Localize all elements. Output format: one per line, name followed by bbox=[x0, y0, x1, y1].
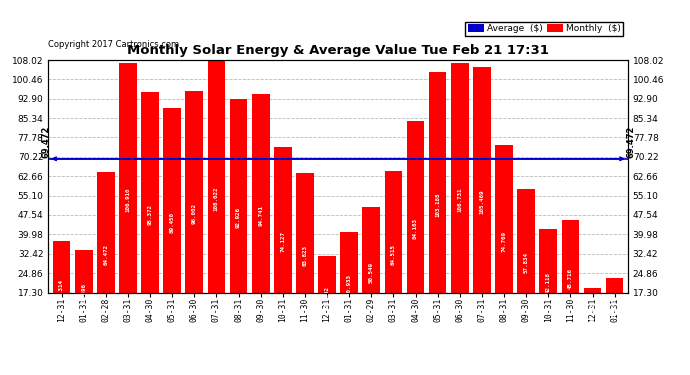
Bar bbox=[119, 63, 137, 337]
Bar bbox=[384, 171, 402, 337]
Text: 37.314: 37.314 bbox=[59, 279, 64, 300]
Bar bbox=[406, 121, 424, 337]
Bar bbox=[495, 145, 513, 337]
Bar bbox=[164, 108, 181, 337]
Bar bbox=[428, 72, 446, 337]
Bar bbox=[252, 94, 270, 337]
Text: 22.805: 22.805 bbox=[612, 297, 617, 318]
Text: 108.022: 108.022 bbox=[214, 186, 219, 211]
Text: 89.450: 89.450 bbox=[170, 212, 175, 233]
Text: 74.769: 74.769 bbox=[502, 231, 506, 252]
Bar bbox=[75, 250, 92, 337]
Text: 64.472: 64.472 bbox=[104, 244, 108, 265]
Text: 50.549: 50.549 bbox=[368, 262, 374, 283]
Text: 40.933: 40.933 bbox=[346, 274, 352, 295]
Text: 64.515: 64.515 bbox=[391, 244, 396, 265]
Text: 96.002: 96.002 bbox=[192, 203, 197, 224]
Text: 106.731: 106.731 bbox=[457, 188, 462, 212]
Bar bbox=[141, 92, 159, 337]
Text: 33.896: 33.896 bbox=[81, 283, 86, 304]
Bar bbox=[562, 220, 579, 337]
Bar bbox=[208, 60, 225, 337]
Bar bbox=[540, 229, 557, 337]
Text: 103.188: 103.188 bbox=[435, 192, 440, 217]
Text: 31.442: 31.442 bbox=[324, 286, 330, 307]
Bar bbox=[52, 241, 70, 337]
Bar bbox=[518, 189, 535, 337]
Title: Monthly Solar Energy & Average Value Tue Feb 21 17:31: Monthly Solar Energy & Average Value Tue… bbox=[127, 45, 549, 57]
Text: 19.075: 19.075 bbox=[590, 302, 595, 323]
Text: 42.118: 42.118 bbox=[546, 272, 551, 293]
Bar bbox=[584, 288, 602, 337]
Bar bbox=[606, 278, 624, 337]
Text: 69.472: 69.472 bbox=[41, 125, 50, 158]
Text: Copyright 2017 Cartronics.com: Copyright 2017 Cartronics.com bbox=[48, 40, 179, 49]
Bar bbox=[318, 256, 336, 337]
Text: 69.472: 69.472 bbox=[626, 125, 635, 158]
Text: 105.469: 105.469 bbox=[480, 189, 484, 214]
Bar bbox=[340, 232, 358, 337]
Text: 63.823: 63.823 bbox=[302, 244, 308, 266]
Text: 74.127: 74.127 bbox=[280, 231, 285, 252]
Bar bbox=[473, 66, 491, 337]
Text: 57.834: 57.834 bbox=[524, 252, 529, 273]
Bar bbox=[230, 99, 248, 337]
Text: 95.372: 95.372 bbox=[148, 204, 152, 225]
Bar bbox=[296, 173, 314, 337]
Bar bbox=[186, 91, 203, 337]
Text: 92.926: 92.926 bbox=[236, 207, 241, 228]
Legend: Average  ($), Monthly  ($): Average ($), Monthly ($) bbox=[465, 21, 623, 36]
Text: 94.741: 94.741 bbox=[258, 205, 263, 226]
Bar bbox=[451, 63, 469, 337]
Text: 84.163: 84.163 bbox=[413, 219, 418, 240]
Bar bbox=[274, 147, 292, 337]
Bar bbox=[97, 172, 115, 337]
Text: 106.910: 106.910 bbox=[126, 188, 130, 212]
Text: 45.716: 45.716 bbox=[568, 268, 573, 289]
Bar bbox=[362, 207, 380, 337]
